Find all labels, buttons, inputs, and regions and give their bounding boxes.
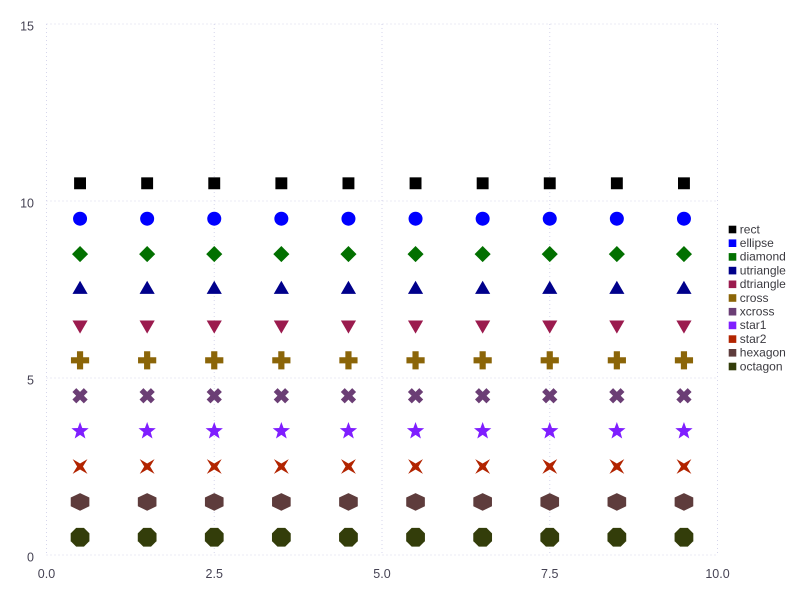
svg-text:octagon: octagon xyxy=(740,359,783,373)
svg-text:ellipse: ellipse xyxy=(740,236,774,250)
svg-text:0: 0 xyxy=(27,551,34,565)
svg-text:2.5: 2.5 xyxy=(206,567,223,581)
svg-text:dtriangle: dtriangle xyxy=(740,277,786,291)
svg-text:15: 15 xyxy=(20,20,34,34)
svg-text:rect: rect xyxy=(740,222,761,236)
svg-text:0.0: 0.0 xyxy=(38,567,55,581)
svg-text:5.0: 5.0 xyxy=(373,567,390,581)
svg-text:xcross: xcross xyxy=(740,305,775,319)
svg-text:utriangle: utriangle xyxy=(740,263,786,277)
svg-text:7.5: 7.5 xyxy=(541,567,558,581)
svg-text:5: 5 xyxy=(27,374,34,388)
svg-text:hexagon: hexagon xyxy=(740,346,786,360)
svg-text:10.0: 10.0 xyxy=(705,567,729,581)
svg-text:cross: cross xyxy=(740,291,769,305)
svg-text:10: 10 xyxy=(20,197,34,211)
svg-text:diamond: diamond xyxy=(740,250,786,264)
svg-text:star2: star2 xyxy=(740,332,767,346)
svg-text:star1: star1 xyxy=(740,318,767,332)
